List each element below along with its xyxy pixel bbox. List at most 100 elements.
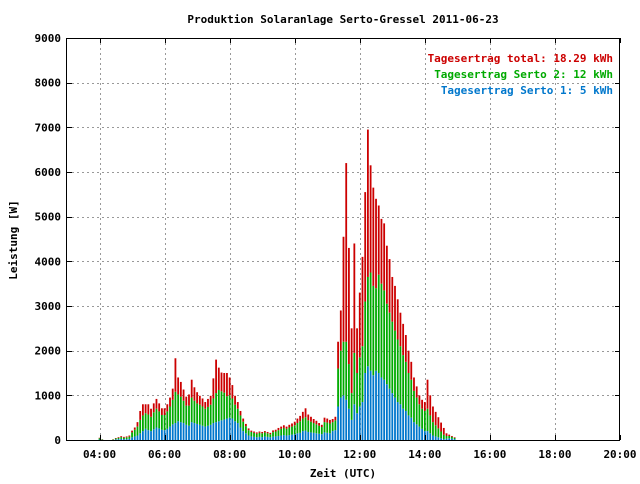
bar-segment bbox=[218, 390, 220, 421]
bar-segment bbox=[394, 331, 396, 398]
bar-segment bbox=[145, 404, 147, 413]
bar-segment bbox=[161, 408, 163, 415]
bar-segment bbox=[150, 409, 152, 417]
bar-segment bbox=[367, 130, 369, 277]
bar-segment bbox=[424, 402, 426, 411]
bar-segment bbox=[115, 439, 117, 440]
bar-segment bbox=[413, 391, 415, 422]
bar-segment bbox=[370, 165, 372, 272]
bar-segment bbox=[199, 405, 201, 425]
bar-segment bbox=[248, 430, 250, 435]
bar-segment bbox=[332, 419, 334, 422]
bar-segment bbox=[177, 377, 179, 394]
bar-segment bbox=[413, 422, 415, 440]
bar-segment bbox=[321, 427, 323, 434]
bar-segment bbox=[437, 428, 439, 437]
bar-segment bbox=[437, 437, 439, 440]
bar-segment bbox=[329, 420, 331, 424]
legend-entry: Tagesertrag total: 18.29 kWh bbox=[428, 52, 613, 65]
bar-segment bbox=[156, 399, 158, 409]
bar-segment bbox=[210, 405, 212, 425]
bar-segment bbox=[147, 415, 149, 431]
bar-segment bbox=[128, 437, 130, 439]
bar-segment bbox=[280, 436, 282, 440]
bar-segment bbox=[383, 380, 385, 440]
bar-segment bbox=[356, 413, 358, 440]
bar-segment bbox=[269, 437, 271, 440]
bar-segment bbox=[226, 396, 228, 418]
bar-segment bbox=[169, 427, 171, 440]
bar-segment bbox=[142, 431, 144, 440]
bar-segment bbox=[297, 423, 299, 433]
bar-segment bbox=[362, 257, 364, 346]
bar-segment bbox=[191, 422, 193, 440]
bar-segment bbox=[229, 377, 231, 395]
bar-segment bbox=[267, 433, 269, 437]
bar-segment bbox=[359, 293, 361, 358]
bar-segment bbox=[166, 404, 168, 411]
x-tick-label: 20:00 bbox=[603, 448, 636, 461]
bar-segment bbox=[370, 273, 372, 371]
bar-segment bbox=[375, 371, 377, 440]
bar-segment bbox=[259, 437, 261, 440]
bar-segment bbox=[337, 342, 339, 369]
bar-segment bbox=[329, 423, 331, 433]
bar-segment bbox=[150, 417, 152, 431]
bar-segment bbox=[451, 439, 453, 440]
bar-segment bbox=[221, 420, 223, 440]
bar-segment bbox=[313, 423, 315, 433]
bar-segment bbox=[397, 402, 399, 440]
bar-segment bbox=[126, 436, 128, 437]
bar-segment bbox=[166, 429, 168, 440]
bar-segment bbox=[302, 431, 304, 440]
bar-segment bbox=[275, 432, 277, 437]
bar-segment bbox=[435, 436, 437, 440]
bar-segment bbox=[237, 402, 239, 409]
bar-segment bbox=[446, 439, 448, 440]
bar-segment bbox=[188, 394, 190, 405]
bar-segment bbox=[153, 403, 155, 412]
bar-segment bbox=[139, 411, 141, 420]
bar-segment bbox=[248, 428, 250, 430]
legend-entry: Tagesertrag Serto 1: 5 kWh bbox=[441, 84, 613, 97]
bar-segment bbox=[343, 395, 345, 440]
bar-segment bbox=[175, 423, 177, 440]
bar-segment bbox=[332, 422, 334, 431]
bar-segment bbox=[421, 400, 423, 409]
bar-segment bbox=[245, 424, 247, 426]
bar-segment bbox=[359, 357, 361, 406]
legend: Tagesertrag total: 18.29 kWh Tagesertrag … bbox=[428, 52, 613, 97]
bar-segment bbox=[288, 425, 290, 428]
bar-segment bbox=[294, 425, 296, 434]
bar-segment bbox=[324, 422, 326, 432]
bar-segment bbox=[405, 335, 407, 362]
bar-segment bbox=[185, 406, 187, 425]
bar-segment bbox=[419, 395, 421, 404]
x-tick-label: 04:00 bbox=[83, 448, 116, 461]
bar-segment bbox=[120, 437, 122, 439]
bar-segment bbox=[128, 439, 130, 440]
bar-segment bbox=[120, 436, 122, 437]
bar-segment bbox=[253, 433, 255, 437]
bar-segment bbox=[440, 432, 442, 439]
bar-segment bbox=[169, 398, 171, 407]
bar-segment bbox=[454, 438, 456, 439]
x-tick-label: 16:00 bbox=[473, 448, 506, 461]
bar-segment bbox=[286, 436, 288, 440]
bar-segment bbox=[364, 373, 366, 440]
y-tick-label: 3000 bbox=[35, 300, 62, 313]
bar-segment bbox=[402, 324, 404, 355]
bar-segment bbox=[324, 432, 326, 440]
x-tick-label: 12:00 bbox=[343, 448, 376, 461]
bar-segment bbox=[199, 425, 201, 440]
bar-segment bbox=[410, 418, 412, 440]
bar-segment bbox=[286, 429, 288, 436]
bar-segment bbox=[204, 402, 206, 409]
bar-segment bbox=[242, 431, 244, 440]
bar-segment bbox=[202, 407, 204, 426]
x-tick-label: 08:00 bbox=[213, 448, 246, 461]
bar-segment bbox=[180, 382, 182, 397]
bar-segment bbox=[446, 436, 448, 439]
bar-segment bbox=[362, 346, 364, 402]
bar-segment bbox=[397, 299, 399, 339]
